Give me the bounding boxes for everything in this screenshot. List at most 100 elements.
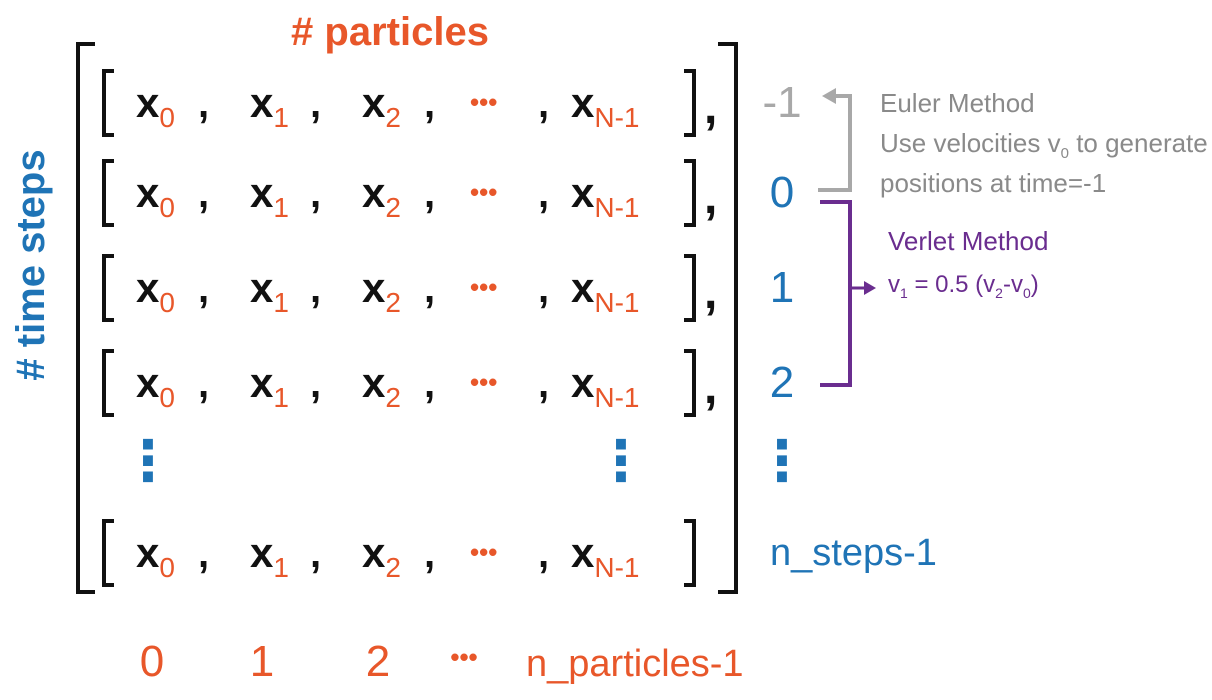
outer-left-bracket [76,42,95,594]
row-trailing-comma: , [704,81,717,134]
matrix-element: x1 [250,79,289,133]
element-subscript: 2 [385,287,401,318]
matrix-element: x1 [250,264,289,318]
matrix-row: x0, x1, x2, xN-1•••,, [102,159,717,227]
row-index-label: n_steps-1 [770,532,937,574]
row-trailing-comma: , [704,266,717,319]
element-subscript: 1 [273,287,289,318]
column-labels: 0 1 2 ••• n_particles-1 [140,637,744,686]
horizontal-ellipsis: ••• [470,367,497,397]
element-subscript: 0 [159,102,175,133]
element-subscript: 1 [273,192,289,223]
separator-comma: , [538,532,549,576]
separator-comma: , [538,82,549,126]
matrix-element: xN-1 [571,264,639,318]
matrix-element: x1 [250,169,289,223]
matrix-element: x2 [362,79,401,133]
separator-comma: , [538,172,549,216]
element-symbol: x [362,79,386,126]
outer-right-bracket [718,42,738,594]
element-symbol: x [250,264,274,311]
element-symbol: x [362,264,386,311]
separator-comma: , [310,172,321,216]
inner-right-bracket [684,349,696,417]
element-subscript: 0 [159,552,175,583]
horizontal-ellipsis: ••• [470,272,497,302]
euler-connector-line [818,94,852,192]
euler-description-line1: Use velocities v0 to generate [880,128,1208,162]
matrix-row: x0, x1, x2, xN-1•••,, [102,254,717,322]
row-index-label: 2 [770,358,794,407]
element-subscript: 0 [159,287,175,318]
verlet-eq-sub3: 0 [1023,285,1031,301]
element-symbol: x [136,264,160,311]
inner-right-bracket [684,69,696,137]
vertical-ellipsis: ⋮ [593,429,649,492]
element-symbol: x [250,359,274,406]
verlet-eq-end: ) [1031,271,1039,298]
inner-right-bracket [684,519,696,587]
euler-method-title: Euler Method [880,88,1035,118]
inner-left-bracket [102,349,114,417]
matrix-element: x2 [362,264,401,318]
separator-comma: , [424,172,435,216]
element-subscript: 2 [385,552,401,583]
separator-comma: , [198,172,209,216]
separator-comma: , [424,267,435,311]
euler-line1-post: to generate [1069,128,1208,158]
element-subscript: N-1 [594,552,639,583]
verlet-method-title: Verlet Method [888,226,1048,256]
inner-left-bracket [102,519,114,587]
matrix-row: x0, x1, x2, xN-1•••, [102,519,696,587]
element-subscript: N-1 [594,382,639,413]
column-index-label: n_particles-1 [526,643,744,685]
matrix-element: xN-1 [571,359,639,413]
element-symbol: x [136,529,160,576]
element-symbol: x [571,79,595,126]
matrix-element: x1 [250,359,289,413]
verlet-eq-sub1: 1 [900,285,908,301]
inner-left-bracket [102,69,114,137]
element-subscript: 1 [273,382,289,413]
matrix-row: x0, x1, x2, xN-1•••,, [102,69,717,137]
matrix-row: x0, x1, x2, xN-1•••,, [102,349,717,417]
element-subscript: 2 [385,192,401,223]
euler-description-line2: positions at time=-1 [880,168,1106,198]
element-subscript: 1 [273,102,289,133]
separator-comma: , [198,267,209,311]
inner-left-bracket [102,159,114,227]
element-symbol: x [362,529,386,576]
element-symbol: x [136,79,160,126]
time-steps-axis-label: # time steps [9,149,53,380]
column-index-label: 2 [366,637,390,686]
euler-line1-sub: 0 [1061,145,1069,162]
euler-arrow-head [822,88,836,104]
verlet-equation: v1 = 0.5 (v2-v0) [888,271,1039,301]
separator-comma: , [198,362,209,406]
matrix-element: x0 [136,79,175,133]
horizontal-ellipsis: ••• [470,537,497,567]
element-subscript: N-1 [594,102,639,133]
matrix-element: x0 [136,359,175,413]
matrix-rows: x0, x1, x2, xN-1•••, ,x0, x1, x2, xN-1•••, ,x0, x… [102,69,717,587]
inner-left-bracket [102,254,114,322]
element-symbol: x [571,359,595,406]
element-symbol: x [250,529,274,576]
row-trailing-comma: , [704,361,717,414]
separator-comma: , [424,362,435,406]
row-index-label: -1 [762,78,801,127]
particles-axis-label: # particles [291,10,489,54]
separator-comma: , [310,362,321,406]
column-index-label: 1 [250,637,274,686]
verlet-bracket [820,200,852,387]
verlet-eq-v: v [888,271,900,298]
element-symbol: x [136,359,160,406]
verlet-eq-mid: = 0.5 (v [908,271,995,298]
verlet-eq-dash: -v [1003,271,1023,298]
matrix-element: xN-1 [571,529,639,583]
column-index-label: ••• [450,642,477,672]
separator-comma: , [198,82,209,126]
row-index-label: ⋮ [754,429,810,492]
matrix-element: xN-1 [571,169,639,223]
